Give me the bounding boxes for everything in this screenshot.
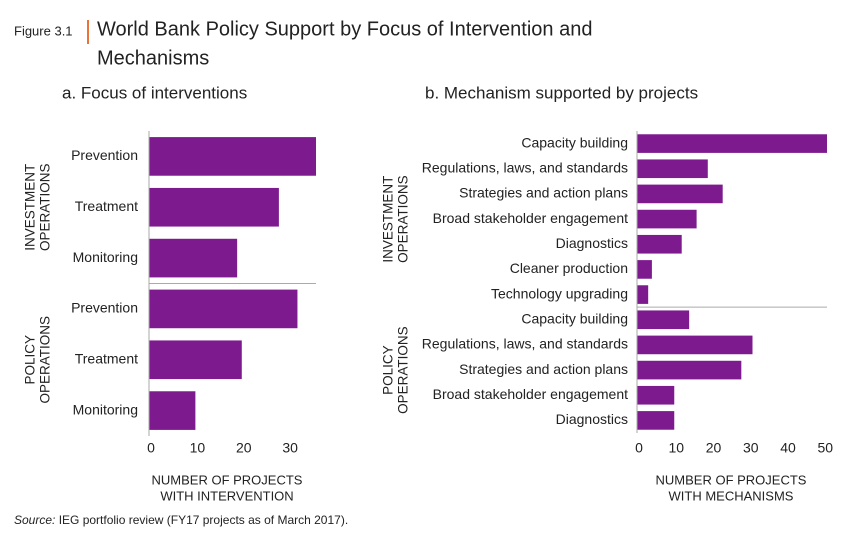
- x-axis-label: NUMBER OF PROJECTS: [152, 472, 303, 487]
- x-tick-label: 20: [706, 440, 722, 456]
- category-label: Regulations, laws, and standards: [422, 336, 628, 352]
- group-label: INVESTMENT: [381, 176, 396, 263]
- x-tick-label: 10: [190, 440, 206, 456]
- x-tick-label: 30: [743, 440, 759, 456]
- category-label: Monitoring: [73, 249, 138, 265]
- category-label: Broad stakeholder engagement: [433, 386, 628, 402]
- category-label: Treatment: [75, 350, 138, 366]
- category-label: Monitoring: [73, 401, 138, 417]
- x-tick-label: 40: [780, 440, 796, 456]
- bar: [149, 238, 238, 278]
- bar: [637, 184, 723, 204]
- category-label: Strategies and action plans: [459, 185, 628, 201]
- bar: [637, 335, 753, 355]
- bar: [149, 340, 242, 380]
- bar: [637, 209, 697, 229]
- panel-title: a. Focus of interventions: [62, 83, 247, 102]
- category-label: Cleaner production: [510, 260, 628, 276]
- category-label: Prevention: [71, 300, 138, 316]
- bar: [637, 234, 682, 254]
- category-label: Diagnostics: [556, 411, 628, 427]
- bar: [637, 310, 690, 330]
- category-label: Diagnostics: [556, 235, 628, 251]
- panel-title: b. Mechanism supported by projects: [425, 83, 698, 102]
- bar: [637, 360, 742, 380]
- x-tick-label: 0: [147, 440, 155, 456]
- x-tick-label: 30: [282, 440, 298, 456]
- category-label: Strategies and action plans: [459, 361, 628, 377]
- category-label: Technology upgrading: [491, 285, 628, 301]
- x-tick-label: 20: [236, 440, 252, 456]
- figure-label: Figure 3.1: [14, 23, 73, 38]
- group-label: OPERATIONS: [38, 163, 53, 251]
- bar: [149, 187, 279, 227]
- source: Source: IEG portfolio review (FY17 proje…: [14, 513, 348, 527]
- bar: [149, 391, 196, 430]
- x-axis-label: WITH MECHANISMS: [669, 488, 794, 503]
- category-label: Broad stakeholder engagement: [433, 210, 628, 226]
- category-label: Capacity building: [521, 310, 628, 326]
- bar: [149, 289, 298, 329]
- bar: [637, 385, 675, 405]
- x-tick-label: 10: [668, 440, 684, 456]
- x-tick-label: 0: [635, 440, 643, 456]
- group-label: OPERATIONS: [396, 175, 411, 263]
- group-label: OPERATIONS: [38, 316, 53, 404]
- title-accent: [87, 20, 89, 44]
- bar: [637, 411, 675, 430]
- category-label: Treatment: [75, 198, 138, 214]
- group-label: POLICY: [381, 345, 396, 395]
- source-text: IEG portfolio review (FY17 projects as o…: [59, 513, 348, 527]
- category-label: Prevention: [71, 147, 138, 163]
- source-label: Source:: [14, 513, 55, 527]
- figure-title: Mechanisms: [97, 47, 209, 69]
- bar: [637, 134, 827, 153]
- group-label: INVESTMENT: [23, 164, 38, 251]
- x-axis-label: WITH INTERVENTION: [160, 488, 293, 503]
- x-tick-label: 50: [817, 440, 833, 456]
- group-label: OPERATIONS: [396, 326, 411, 414]
- bar: [149, 137, 316, 176]
- bar: [637, 260, 652, 279]
- category-label: Regulations, laws, and standards: [422, 159, 628, 175]
- category-label: Capacity building: [521, 134, 628, 150]
- x-axis-label: NUMBER OF PROJECTS: [656, 472, 807, 487]
- group-label: POLICY: [23, 335, 38, 385]
- bar: [637, 285, 649, 304]
- figure-title: World Bank Policy Support by Focus of In…: [97, 18, 592, 40]
- bar: [637, 159, 708, 179]
